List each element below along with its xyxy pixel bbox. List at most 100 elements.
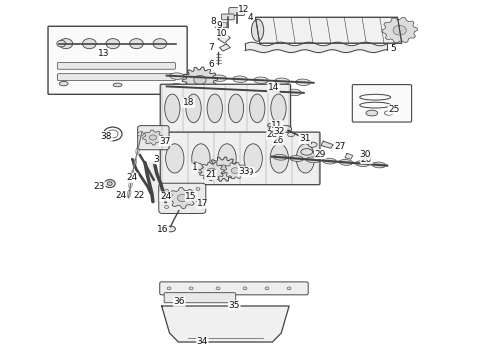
Text: 3: 3 [153, 154, 159, 163]
Text: 24: 24 [115, 192, 126, 200]
Polygon shape [382, 17, 417, 43]
Text: 11: 11 [271, 121, 283, 130]
Ellipse shape [170, 73, 184, 79]
Ellipse shape [273, 154, 287, 160]
Text: 15: 15 [185, 192, 197, 201]
Text: 35: 35 [228, 301, 240, 310]
Ellipse shape [106, 39, 120, 49]
Ellipse shape [207, 94, 222, 123]
Polygon shape [199, 162, 224, 181]
Text: 27: 27 [334, 141, 346, 150]
Polygon shape [345, 153, 353, 159]
Polygon shape [218, 34, 230, 43]
Ellipse shape [196, 188, 200, 190]
Ellipse shape [288, 132, 294, 137]
Ellipse shape [306, 157, 320, 163]
Ellipse shape [218, 144, 236, 173]
FancyBboxPatch shape [57, 62, 175, 69]
FancyBboxPatch shape [138, 126, 169, 150]
Polygon shape [206, 157, 240, 181]
Ellipse shape [287, 287, 291, 290]
Ellipse shape [287, 89, 301, 96]
Polygon shape [162, 306, 289, 342]
Ellipse shape [249, 94, 265, 123]
Text: 12: 12 [238, 4, 250, 13]
Text: 18: 18 [183, 99, 195, 108]
FancyBboxPatch shape [164, 293, 236, 303]
FancyBboxPatch shape [159, 183, 206, 213]
Ellipse shape [165, 94, 180, 123]
Text: 38: 38 [100, 132, 112, 140]
Ellipse shape [129, 39, 143, 49]
Ellipse shape [165, 206, 169, 208]
Ellipse shape [208, 85, 223, 92]
Ellipse shape [212, 75, 226, 81]
Ellipse shape [323, 158, 336, 164]
Ellipse shape [275, 78, 290, 85]
Ellipse shape [271, 94, 286, 123]
Ellipse shape [308, 142, 317, 147]
Ellipse shape [244, 144, 262, 173]
FancyBboxPatch shape [160, 84, 291, 132]
Polygon shape [275, 126, 283, 136]
Circle shape [207, 168, 216, 175]
Ellipse shape [228, 86, 243, 93]
Ellipse shape [216, 287, 220, 290]
Ellipse shape [162, 139, 168, 143]
Text: 6: 6 [209, 60, 215, 69]
Ellipse shape [167, 287, 171, 290]
Ellipse shape [270, 144, 289, 173]
Text: 19: 19 [243, 167, 255, 176]
Ellipse shape [296, 79, 311, 86]
Text: 23: 23 [94, 182, 105, 191]
Polygon shape [224, 162, 246, 179]
Text: 26: 26 [272, 136, 284, 145]
Text: 20: 20 [361, 154, 372, 163]
Circle shape [177, 194, 187, 202]
Polygon shape [220, 44, 230, 51]
Text: 24: 24 [160, 192, 171, 201]
Ellipse shape [228, 94, 244, 123]
Ellipse shape [268, 123, 273, 127]
Text: 4: 4 [247, 13, 253, 22]
Ellipse shape [59, 39, 73, 49]
Ellipse shape [290, 156, 303, 161]
Text: 22: 22 [133, 191, 144, 199]
Ellipse shape [166, 226, 175, 232]
Text: 13: 13 [98, 49, 110, 58]
Polygon shape [255, 17, 402, 43]
Circle shape [217, 165, 229, 174]
Ellipse shape [267, 88, 282, 95]
FancyBboxPatch shape [160, 132, 320, 185]
FancyBboxPatch shape [352, 85, 412, 122]
Text: 33: 33 [238, 167, 250, 176]
Polygon shape [143, 130, 163, 145]
Text: 36: 36 [173, 297, 185, 306]
Polygon shape [321, 141, 333, 148]
Text: 14: 14 [268, 83, 279, 92]
Ellipse shape [243, 287, 247, 290]
Ellipse shape [57, 40, 66, 47]
Ellipse shape [199, 203, 205, 206]
Ellipse shape [356, 161, 369, 167]
FancyBboxPatch shape [48, 26, 187, 94]
Ellipse shape [192, 144, 210, 173]
Text: 34: 34 [196, 338, 208, 346]
Ellipse shape [254, 77, 269, 84]
Ellipse shape [372, 162, 386, 168]
Text: 25: 25 [388, 105, 400, 114]
Text: 31: 31 [299, 134, 311, 143]
Ellipse shape [153, 39, 167, 49]
Ellipse shape [296, 144, 315, 173]
Circle shape [393, 25, 406, 35]
Polygon shape [182, 67, 218, 93]
Ellipse shape [191, 74, 205, 80]
Text: 28: 28 [267, 130, 278, 139]
Circle shape [149, 135, 156, 140]
Ellipse shape [169, 84, 184, 90]
Ellipse shape [265, 287, 269, 290]
FancyBboxPatch shape [215, 23, 227, 28]
Ellipse shape [247, 87, 262, 94]
Text: 24: 24 [127, 174, 138, 182]
Text: 17: 17 [197, 199, 209, 208]
